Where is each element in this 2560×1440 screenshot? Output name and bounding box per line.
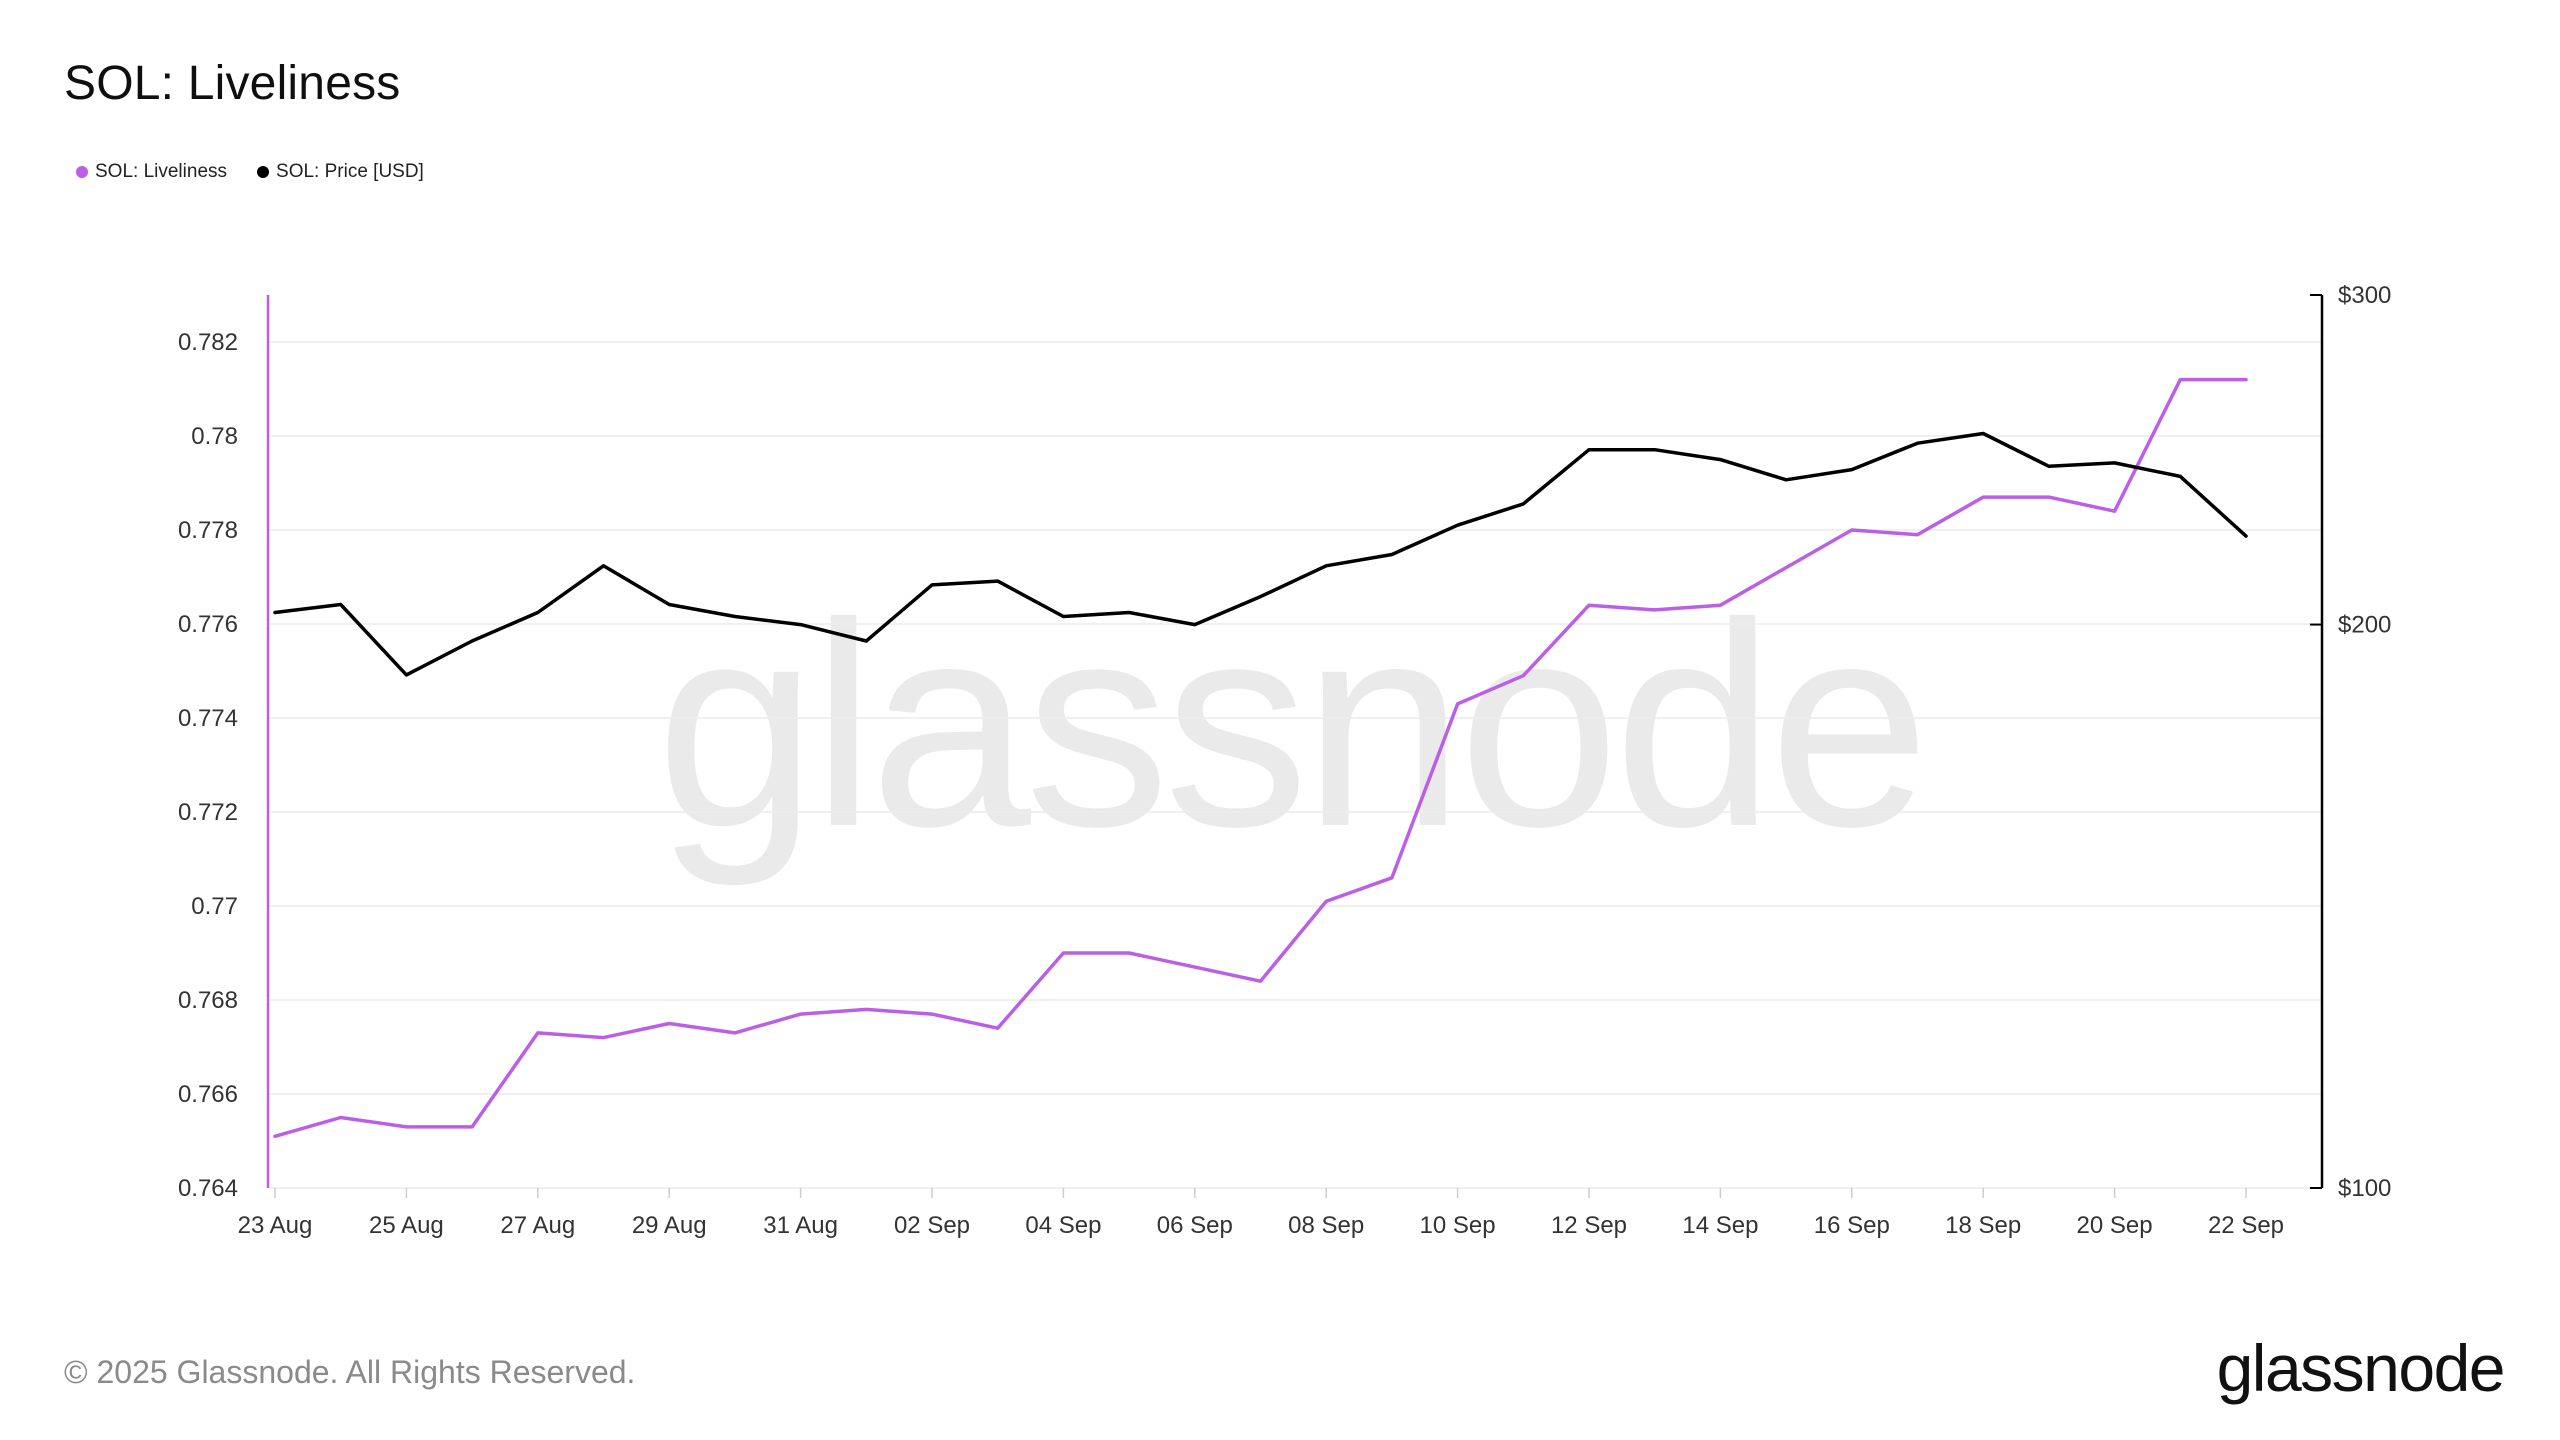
y-right-tick-label: $200 [2338, 612, 2391, 639]
chart-legend: SOL: Liveliness SOL: Price [USD] [76, 161, 424, 183]
y-left-tick-label: 0.764 [178, 1175, 238, 1202]
y-left-tick-label: 0.778 [178, 517, 238, 544]
legend-swatch-liveliness [76, 166, 88, 178]
copyright-text: © 2025 Glassnode. All Rights Reserved. [64, 1354, 636, 1390]
watermark-text: glassnode [656, 563, 1924, 888]
x-tick-label: 10 Sep [1420, 1212, 1496, 1239]
x-tick-label: 22 Sep [2208, 1212, 2284, 1239]
x-tick-label: 12 Sep [1551, 1212, 1627, 1239]
y-left-tick-label: 0.77 [191, 893, 238, 920]
x-tick-label: 06 Sep [1157, 1212, 1233, 1239]
legend-label-liveliness: SOL: Liveliness [95, 161, 228, 182]
y-right-tick-label: $100 [2338, 1175, 2391, 1202]
y-left-tick-label: 0.782 [178, 329, 238, 356]
glassnode-logo: glassnode [2216, 1331, 2506, 1405]
y-left-tick-label: 0.774 [178, 705, 238, 732]
x-tick-label: 14 Sep [1682, 1212, 1758, 1239]
x-tick-label: 20 Sep [2077, 1212, 2153, 1239]
y-left-tick-label: 0.776 [178, 611, 238, 638]
y-right-tick-label: $300 [2338, 282, 2391, 309]
x-tick-label: 16 Sep [1814, 1212, 1890, 1239]
x-tick-label: 18 Sep [1945, 1212, 2021, 1239]
x-tick-label: 25 Aug [369, 1212, 444, 1239]
legend-label-price: SOL: Price [USD] [276, 161, 424, 182]
legend-item-price[interactable]: SOL: Price [USD] [257, 161, 424, 183]
x-tick-label: 31 Aug [763, 1212, 838, 1239]
legend-swatch-price [257, 166, 270, 178]
x-tick-label: 02 Sep [894, 1212, 970, 1239]
tick-labels: 0.764 0.766 0.768 0.77 0.772 0.774 0.776 0.778 0… [178, 282, 2391, 1239]
x-tick-label: 04 Sep [1025, 1212, 1101, 1239]
grid-lines [268, 341, 2322, 1189]
x-tick-label: 23 Aug [238, 1212, 313, 1239]
series-line-liveliness [273, 377, 2248, 1139]
series-lines [273, 377, 2248, 1139]
x-tick-label: 08 Sep [1288, 1212, 1364, 1239]
axes [266, 294, 2324, 1198]
y-left-tick-label: 0.772 [178, 799, 238, 826]
x-tick-label: 27 Aug [500, 1212, 575, 1239]
y-left-tick-label: 0.766 [178, 1081, 238, 1108]
chart-title: SOL: Liveliness [64, 57, 401, 110]
y-left-tick-label: 0.78 [191, 423, 238, 450]
legend-item-liveliness[interactable]: SOL: Liveliness [76, 161, 227, 183]
series-line-price [273, 431, 2248, 677]
x-tick-label: 29 Aug [632, 1212, 707, 1239]
y-left-tick-label: 0.768 [178, 987, 238, 1014]
